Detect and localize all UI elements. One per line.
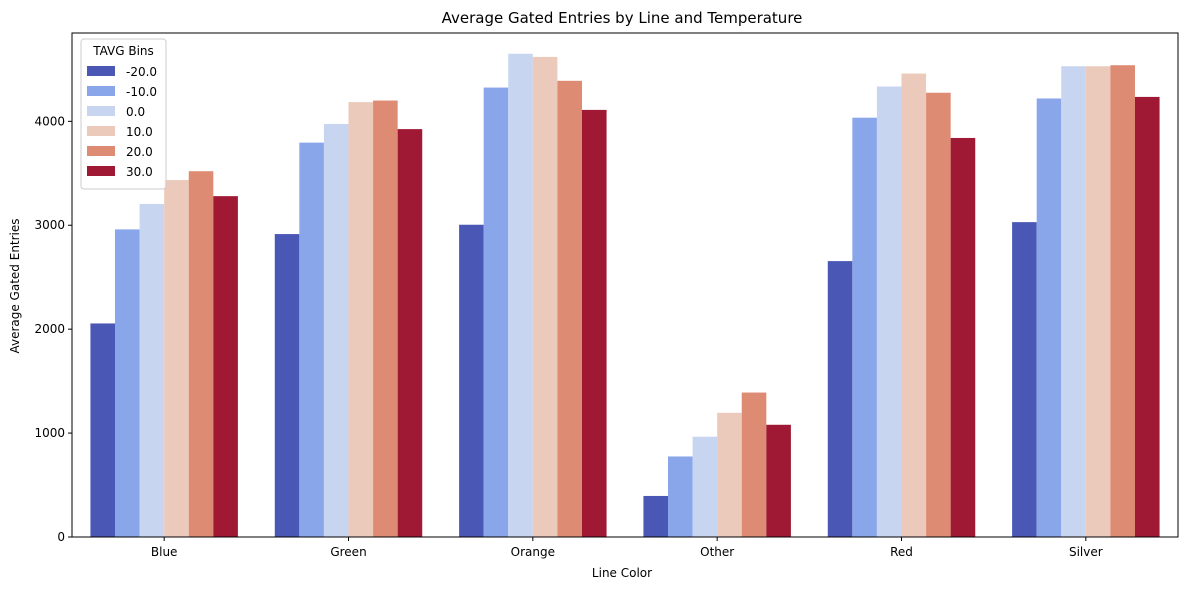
bar xyxy=(532,56,558,538)
bar xyxy=(188,171,214,537)
legend-label: -10.0 xyxy=(126,85,157,99)
legend-swatch xyxy=(87,86,115,96)
bar xyxy=(901,73,927,537)
legend-swatch xyxy=(87,166,115,176)
bar xyxy=(852,117,877,537)
bar xyxy=(213,196,238,537)
bar xyxy=(508,53,533,537)
x-tick-label: Blue xyxy=(151,545,178,559)
bar xyxy=(926,92,951,537)
bar xyxy=(766,424,791,537)
legend-swatch xyxy=(87,146,115,156)
bar xyxy=(459,224,484,538)
legend-swatch xyxy=(87,66,115,76)
x-axis-label: Line Color xyxy=(592,566,652,580)
bar xyxy=(164,180,189,538)
bar xyxy=(483,87,509,537)
y-tick-label: 2000 xyxy=(34,322,65,336)
x-tick-label: Other xyxy=(700,545,734,559)
bar xyxy=(1085,66,1111,537)
legend-label: 0.0 xyxy=(126,105,145,119)
bar xyxy=(115,229,140,537)
bar xyxy=(950,137,976,537)
bars-group xyxy=(90,53,1160,538)
bar xyxy=(1134,96,1160,537)
bar xyxy=(139,203,165,537)
y-tick-label: 0 xyxy=(57,530,65,544)
chart-title: Average Gated Entries by Line and Temper… xyxy=(442,9,803,27)
bar xyxy=(717,412,742,537)
bar xyxy=(643,495,669,537)
bar xyxy=(1110,65,1135,538)
bar xyxy=(90,323,116,537)
plot-frame xyxy=(71,32,1179,538)
y-axis-ticks: 0 1000 2000 3000 4000 xyxy=(34,114,72,544)
bar xyxy=(1036,98,1062,537)
bar xyxy=(274,234,300,537)
bar xyxy=(692,436,718,537)
legend-label: 20.0 xyxy=(126,145,153,159)
bar xyxy=(373,100,398,538)
bar xyxy=(1012,222,1037,537)
bar xyxy=(348,102,374,538)
legend-title: TAVG Bins xyxy=(92,44,154,58)
x-tick-label: Orange xyxy=(511,545,555,559)
legend-label: 10.0 xyxy=(126,125,153,139)
y-tick-label: 4000 xyxy=(34,114,65,128)
y-tick-label: 1000 xyxy=(34,426,65,440)
legend-swatch xyxy=(87,106,115,116)
bar xyxy=(581,109,607,538)
bar xyxy=(1061,66,1086,537)
bar xyxy=(668,456,693,537)
legend-swatch xyxy=(87,126,115,136)
bar xyxy=(741,392,767,537)
x-tick-label: Red xyxy=(890,545,913,559)
y-axis-label: Average Gated Entries xyxy=(8,218,22,353)
legend: TAVG Bins -20.0 -10.0 0.0 10.0 20.0 30.0 xyxy=(80,38,167,190)
x-axis-ticks: Blue Green Orange Other Red Silver xyxy=(151,537,1103,559)
bar xyxy=(876,86,902,538)
bar xyxy=(827,261,853,537)
bar xyxy=(397,129,423,537)
bar xyxy=(557,80,582,538)
y-tick-label: 3000 xyxy=(34,218,65,232)
x-tick-label: Green xyxy=(330,545,366,559)
bar xyxy=(323,123,349,538)
x-tick-label: Silver xyxy=(1069,545,1103,559)
legend-label: -20.0 xyxy=(126,65,157,79)
bar xyxy=(299,142,324,537)
legend-label: 30.0 xyxy=(126,165,153,179)
